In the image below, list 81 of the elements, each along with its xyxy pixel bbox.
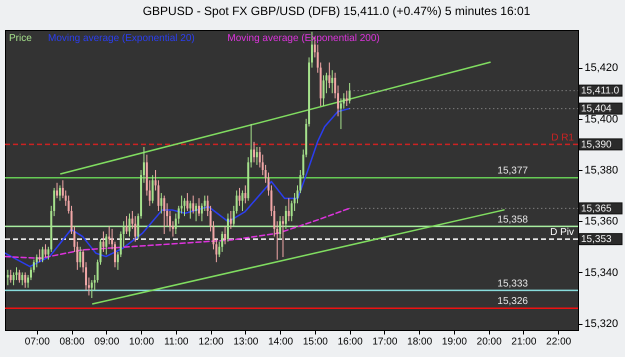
candlestick xyxy=(42,246,44,263)
candlestick xyxy=(224,226,226,245)
candlestick xyxy=(160,192,162,214)
candlestick xyxy=(328,62,330,89)
text: Moving average (Exponential 20) xyxy=(48,33,195,44)
candlestick xyxy=(128,213,130,238)
text: Price xyxy=(9,33,32,44)
candlestick xyxy=(186,192,188,212)
candlestick xyxy=(348,82,351,104)
ref-line-label: D Piv xyxy=(550,227,574,238)
x-tick-label: 11:00 xyxy=(164,336,189,348)
candlestick xyxy=(44,244,46,258)
candlestick xyxy=(279,216,282,240)
x-tick-label: 09:00 xyxy=(94,336,120,348)
y-tick-label: 15,320 xyxy=(584,318,618,330)
candlestick xyxy=(284,205,287,230)
x-tick-label: 15:00 xyxy=(302,336,328,348)
candlestick xyxy=(195,202,198,222)
x-tick-label: 12:00 xyxy=(198,336,224,348)
y-tick-label: 15,420 xyxy=(584,62,618,74)
candlestick xyxy=(322,74,325,107)
candlestick xyxy=(6,269,9,286)
candlestick xyxy=(79,246,82,268)
ref-line-label: 15,358 xyxy=(497,214,528,226)
x-tick-label: 17:00 xyxy=(372,336,398,348)
candlestick xyxy=(244,184,246,204)
x-tick-label: 08:00 xyxy=(60,336,85,348)
candlestick xyxy=(105,234,108,255)
ref-line-label: 15,333 xyxy=(497,278,528,290)
ref-line-label: 15,326 xyxy=(497,296,528,308)
annotation: 15,365 xyxy=(581,203,612,214)
candlestick xyxy=(126,216,128,235)
line-series xyxy=(5,208,350,260)
x-tick-label: 22:00 xyxy=(546,336,572,348)
candlestick xyxy=(198,198,200,217)
candlestick xyxy=(282,216,284,258)
candlestick xyxy=(58,184,61,202)
x-tick-label: 16:00 xyxy=(338,336,364,348)
x-tick-label: 10:00 xyxy=(129,336,154,348)
chart-title: GBPUSD - Spot FX GBP/USD (DFB) 15,411.0 (+0.47%) 5 minutes 16:01 xyxy=(142,4,531,18)
candlestick xyxy=(38,248,41,263)
candlestick xyxy=(346,90,348,107)
annotation: 15,404 xyxy=(581,104,612,115)
candlestick xyxy=(226,213,229,242)
x-tick-label: 07:00 xyxy=(24,336,50,348)
annotation: 15,390 xyxy=(581,139,612,150)
x-tick-label: 13:00 xyxy=(233,336,259,348)
candlestick xyxy=(56,182,58,199)
x-tick-label: 20:00 xyxy=(476,336,502,348)
candlestick xyxy=(24,272,26,288)
candlestick xyxy=(152,174,154,204)
x-tick-label: 14:00 xyxy=(268,336,294,348)
candlestick xyxy=(163,195,166,235)
candlestick xyxy=(21,272,24,286)
candlestick xyxy=(331,70,334,94)
candlestick xyxy=(18,269,20,284)
candlestick xyxy=(102,230,104,252)
x-tick-label: 18:00 xyxy=(407,336,433,348)
y-tick-label: 15,380 xyxy=(584,164,618,177)
ref-line-label: D R1 xyxy=(551,132,574,144)
annotation: 15,411.0 xyxy=(581,86,620,97)
y-tick-label: 15,340 xyxy=(584,266,618,279)
ref-line-label: 15,377 xyxy=(497,166,528,177)
candlestick xyxy=(230,210,232,230)
candlestick xyxy=(10,269,12,284)
candlestick xyxy=(288,198,290,222)
candlestick xyxy=(12,272,15,286)
candlestick xyxy=(241,190,244,212)
candlestick xyxy=(238,187,241,206)
candlestick xyxy=(253,141,256,163)
x-tick-label: 21:00 xyxy=(511,336,537,348)
x-tick-label: 19:00 xyxy=(442,336,468,348)
candlestick xyxy=(256,146,258,166)
candlestick xyxy=(184,198,186,217)
y-tick-label: 15,360 xyxy=(584,216,618,228)
candlestick xyxy=(189,200,192,220)
candlestick xyxy=(192,195,194,214)
line-series xyxy=(5,108,350,268)
y-tick-label: 15,400 xyxy=(584,113,618,126)
candlestick xyxy=(16,266,18,281)
annotation: 15,353 xyxy=(581,234,612,246)
